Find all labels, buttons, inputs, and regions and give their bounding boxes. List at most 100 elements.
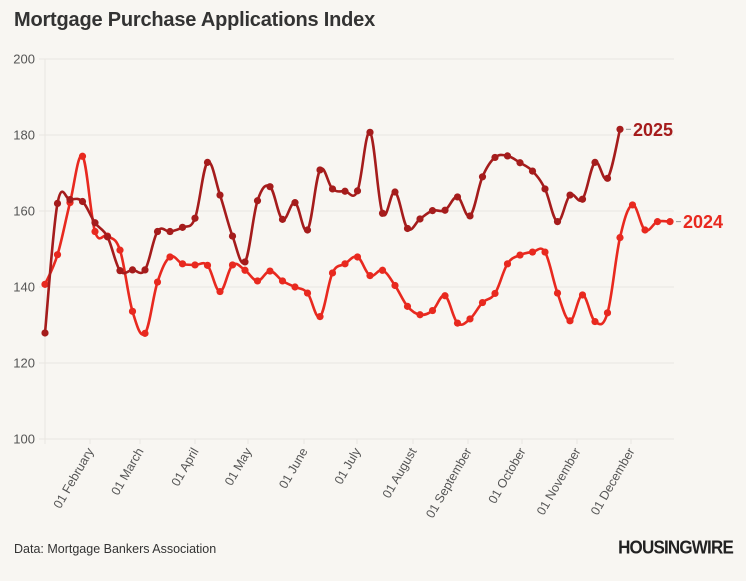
point-2024 <box>303 289 312 297</box>
point-2025 <box>278 215 287 223</box>
y-tick-label: 100 <box>13 432 35 447</box>
point-2025 <box>303 226 312 234</box>
point-2025 <box>128 266 137 274</box>
point-2024 <box>528 248 537 256</box>
point-2024 <box>53 251 62 259</box>
source-note: Data: Mortgage Bankers Association <box>14 542 217 556</box>
point-2025 <box>578 195 587 203</box>
point-2024 <box>566 317 574 325</box>
point-2024 <box>503 260 512 268</box>
point-2024 <box>203 261 212 269</box>
point-2024 <box>266 267 274 275</box>
point-2024 <box>153 278 162 286</box>
y-axis: 100 120 140 160 180 200 <box>13 52 35 447</box>
chart-title: Mortgage Purchase Applications Index <box>14 9 376 31</box>
point-2025 <box>391 188 399 196</box>
point-2024 <box>91 227 99 236</box>
point-2025 <box>241 258 249 266</box>
point-2025 <box>341 187 349 195</box>
point-2024 <box>178 260 187 268</box>
point-2024 <box>578 291 587 299</box>
point-2025 <box>603 174 612 182</box>
point-2025 <box>291 199 299 207</box>
point-2024 <box>591 317 599 326</box>
point-2025 <box>428 207 437 215</box>
point-2025 <box>541 185 549 193</box>
x-tick-label: 01 October <box>486 446 529 507</box>
point-2024 <box>653 218 662 226</box>
x-tick-label: 01 May <box>222 445 255 488</box>
point-2025 <box>328 185 337 193</box>
point-2024 <box>191 261 199 269</box>
point-2025 <box>466 212 474 220</box>
series-lines <box>41 125 674 337</box>
point-2025 <box>591 158 599 166</box>
series-labels: 2024 2025 <box>626 120 723 232</box>
point-2025 <box>91 219 99 227</box>
series-label-2025: 2025 <box>633 120 673 140</box>
point-2025 <box>378 209 387 217</box>
point-2024 <box>541 248 549 256</box>
point-2025 <box>66 196 74 204</box>
y-tick-label: 160 <box>13 204 35 219</box>
point-2025 <box>103 233 112 241</box>
point-2025 <box>353 187 362 195</box>
point-2025 <box>516 159 524 167</box>
point-2024 <box>166 253 174 261</box>
point-2025 <box>453 193 462 201</box>
point-2025 <box>166 227 174 236</box>
point-2024 <box>453 319 462 327</box>
point-2025 <box>216 191 224 199</box>
point-2025 <box>78 197 87 206</box>
point-2025 <box>491 153 499 162</box>
point-2025 <box>266 183 274 191</box>
point-2024 <box>641 226 649 234</box>
point-2025 <box>253 197 262 205</box>
point-2025 <box>141 266 149 274</box>
gridlines <box>39 58 674 444</box>
point-2025 <box>116 267 124 275</box>
point-2024 <box>141 329 149 337</box>
x-tick-label: 01 July <box>332 445 364 487</box>
point-2025 <box>366 128 374 136</box>
point-2024 <box>253 277 262 285</box>
point-2024 <box>666 218 674 226</box>
x-tick-label: 01 September <box>423 446 474 521</box>
point-2024 <box>441 292 449 300</box>
point-2024 <box>616 234 624 242</box>
y-tick-label: 200 <box>13 52 35 67</box>
point-2024 <box>328 269 337 277</box>
point-2024 <box>78 152 87 160</box>
point-2024 <box>553 289 562 297</box>
point-2025 <box>316 166 324 174</box>
point-2025 <box>178 223 187 231</box>
point-2024 <box>491 289 499 298</box>
point-2024 <box>628 201 637 209</box>
point-2025 <box>503 152 512 160</box>
point-2025 <box>403 224 412 233</box>
point-2024 <box>466 315 474 323</box>
point-2025 <box>228 232 237 240</box>
x-tick-label: 01 August <box>380 445 420 501</box>
point-2024 <box>316 313 324 321</box>
point-2024 <box>391 281 399 290</box>
point-2024 <box>116 246 124 254</box>
series-2024 <box>41 152 674 337</box>
point-2024 <box>291 283 299 291</box>
point-2025 <box>616 125 624 133</box>
line-2024 <box>43 154 672 336</box>
point-2024 <box>128 307 137 315</box>
series-2025 <box>41 125 624 337</box>
point-2024 <box>216 287 224 296</box>
point-2024 <box>516 251 524 259</box>
point-2025 <box>41 329 49 337</box>
point-2025 <box>478 173 487 181</box>
series-label-2024: 2024 <box>683 212 723 232</box>
x-axis: 01 February 01 March 01 April 01 May 01 June… <box>51 439 638 521</box>
point-2024 <box>41 280 49 288</box>
y-tick-label: 120 <box>13 356 35 371</box>
point-2025 <box>153 227 162 236</box>
point-2024 <box>228 261 237 269</box>
x-tick-label: 01 March <box>108 445 146 497</box>
point-2024 <box>428 306 437 315</box>
